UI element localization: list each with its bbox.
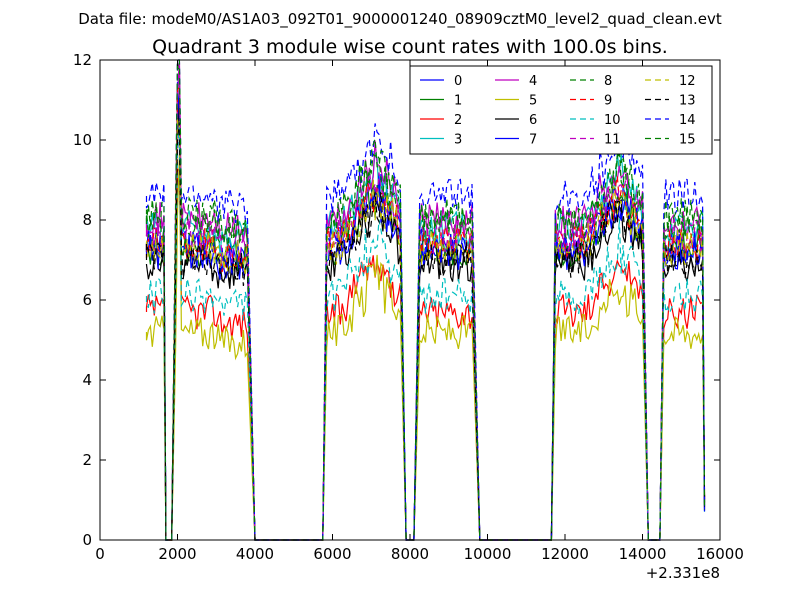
x-tick-label: 16000: [696, 545, 744, 563]
legend-label-15: 15: [679, 133, 696, 148]
series-line-5: [145, 154, 706, 541]
x-tick-label: 0: [95, 545, 105, 563]
legend-label-9: 9: [604, 94, 612, 109]
series-line-10: [145, 126, 706, 541]
series-line-7: [145, 81, 706, 541]
chart-title: Quadrant 3 module wise count rates with …: [152, 36, 668, 58]
legend-label-14: 14: [679, 113, 696, 128]
x-tick-label: 12000: [541, 545, 589, 563]
x-tick-label: 14000: [619, 545, 667, 563]
legend-label-4: 4: [529, 74, 537, 89]
series-line-13: [145, 122, 706, 541]
y-tick-label: 4: [82, 371, 92, 389]
legend-label-5: 5: [529, 94, 537, 109]
x-tick-label: 2000: [158, 545, 196, 563]
legend-label-7: 7: [529, 133, 537, 148]
series-line-12: [145, 118, 706, 541]
y-tick-label: 2: [82, 451, 92, 469]
x-tick-label: 10000: [464, 545, 512, 563]
series-line-11: [145, 59, 706, 541]
legend-label-10: 10: [604, 113, 621, 128]
series-line-8: [145, 61, 706, 541]
legend-label-3: 3: [454, 133, 462, 148]
y-tick-label: 12: [73, 51, 92, 69]
y-tick-label: 6: [82, 291, 92, 309]
x-offset-label: +2.331e8: [646, 564, 720, 582]
x-tick-label: 4000: [236, 545, 274, 563]
legend-label-12: 12: [679, 74, 696, 89]
x-tick-label: 8000: [391, 545, 429, 563]
series-layer: [145, 59, 706, 541]
legend-label-2: 2: [454, 113, 462, 128]
series-line-9: [145, 86, 706, 541]
legend-label-6: 6: [529, 113, 537, 128]
axis-ticks: 0 2000 4000 6000 8000 10000 12000 14000 16000 0 2 4…: [73, 51, 744, 563]
legend-label-0: 0: [454, 74, 462, 89]
y-tick-label: 10: [73, 131, 92, 149]
series-line-14: [145, 59, 706, 541]
legend-box: [409, 65, 713, 155]
legend-label-11: 11: [604, 133, 621, 148]
legend-label-1: 1: [454, 94, 462, 109]
x-tick-label: 6000: [313, 545, 351, 563]
data-file-label: Data file: modeM0/AS1A03_092T01_90000012…: [78, 10, 722, 29]
legend-label-8: 8: [604, 74, 612, 89]
legend-label-13: 13: [679, 94, 696, 109]
y-tick-label: 8: [82, 211, 92, 229]
y-tick-label: 0: [82, 531, 92, 549]
